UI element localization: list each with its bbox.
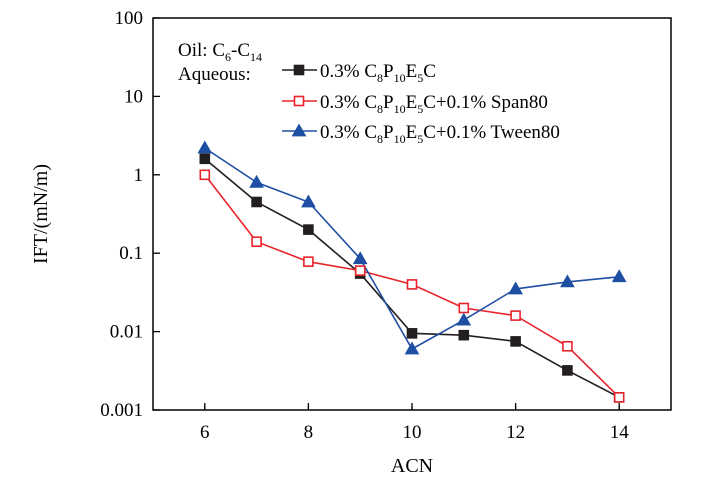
series-lines <box>204 147 620 399</box>
series-markers <box>197 140 627 403</box>
y-tick-label: 10 <box>124 86 143 107</box>
data-point-series-0 <box>510 336 521 347</box>
x-tick-label: 10 <box>403 422 422 443</box>
x-tick-label: 6 <box>200 422 210 443</box>
y-tick-label: 100 <box>115 8 144 29</box>
data-point-series-2 <box>611 269 627 283</box>
data-point-series-0 <box>303 224 314 235</box>
y-axis-title: IFT/(mN/m) <box>30 164 52 264</box>
data-point-series-1 <box>251 236 262 248</box>
data-point-series-2 <box>249 174 264 188</box>
x-tick-label: 12 <box>506 422 525 443</box>
legend-label-2: 0.3% C8P10E5C+0.1% Tween80 <box>320 122 560 146</box>
data-point-series-2 <box>197 140 213 154</box>
data-point-series-2 <box>456 312 472 326</box>
legend-entries: 0.3% C8P10E5C 0.3% C8P10E5C+0.1% Span80 0.… <box>282 61 560 146</box>
data-point-series-0 <box>199 153 211 165</box>
legend-label-0: 0.3% C8P10E5C <box>320 61 436 85</box>
data-point-series-1 <box>199 169 211 181</box>
data-point-series-1 <box>562 340 573 352</box>
data-point-series-1 <box>354 265 366 276</box>
data-point-series-2 <box>352 251 368 265</box>
data-point-series-2 <box>508 281 523 295</box>
data-point-series-1 <box>458 302 470 314</box>
y-tick-label: 0.1 <box>119 243 143 264</box>
data-point-series-2 <box>404 341 420 355</box>
data-point-series-0 <box>562 365 573 376</box>
data-point-series-1 <box>613 392 625 403</box>
legend-marker-0 <box>293 64 305 76</box>
data-point-series-2 <box>301 194 316 208</box>
legend-label-1: 0.3% C8P10E5C+0.1% Span80 <box>320 92 548 116</box>
x-axis-title: ACN <box>391 455 433 477</box>
legend-oil-label: Oil: C6-C14 <box>178 40 262 64</box>
data-point-series-0 <box>406 328 418 339</box>
series-line-2 <box>204 147 620 351</box>
tick-labels: 6 8 10 12 14 100 10 1 0.1 0.01 0.001 <box>100 8 629 443</box>
data-point-series-1 <box>406 279 418 290</box>
y-tick-label: 1 <box>134 165 144 186</box>
y-tick-label: 0.001 <box>100 400 143 421</box>
data-point-series-1 <box>303 256 314 267</box>
series-line-0 <box>204 158 620 399</box>
legend-aqueous-label: Aqueous: <box>178 64 251 85</box>
data-point-series-1 <box>510 310 521 321</box>
y-tick-label: 0.01 <box>110 322 143 343</box>
data-point-series-2 <box>560 274 575 288</box>
legend-marker-2 <box>291 123 307 137</box>
axis-ticks <box>153 17 620 411</box>
legend-marker-1 <box>293 95 305 107</box>
x-tick-label: 8 <box>304 422 314 443</box>
data-point-series-0 <box>251 196 262 208</box>
x-tick-label: 14 <box>610 422 630 443</box>
data-point-series-0 <box>458 329 470 341</box>
